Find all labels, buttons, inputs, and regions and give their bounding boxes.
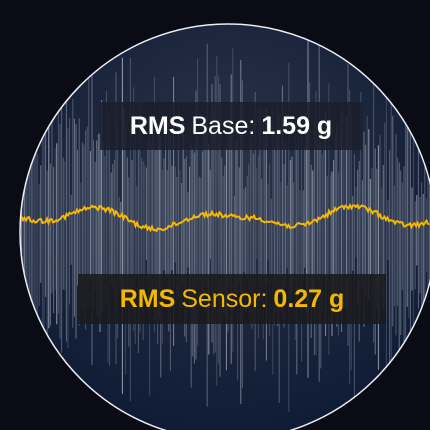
sensor-name: Sensor: (181, 285, 267, 313)
base-prefix: RMS (130, 112, 186, 140)
base-value: 1.59 g (261, 112, 332, 140)
sensor-prefix: RMS (120, 285, 176, 313)
base-name: Base: (191, 112, 255, 140)
sensor-value: 0.27 g (273, 285, 344, 313)
base-label: RMS Base: 1.59 g (130, 112, 332, 140)
sensor-signal (20, 203, 430, 233)
disc-outline (19, 23, 430, 430)
sensor-label: RMS Sensor: 0.27 g (120, 285, 345, 313)
sensor-label-box (78, 274, 386, 324)
base-label-box (100, 102, 362, 150)
